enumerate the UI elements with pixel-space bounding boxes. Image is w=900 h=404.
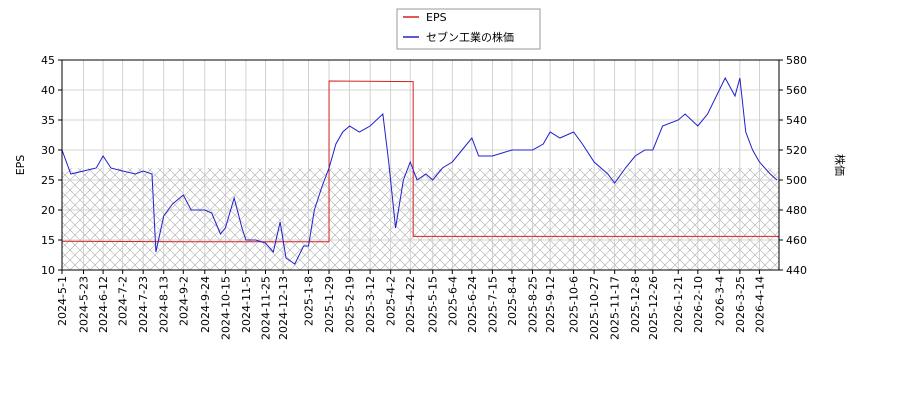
x-tick-label: 2024-11-5 xyxy=(240,276,253,333)
x-tick-label: 2026-4-14 xyxy=(753,276,766,333)
x-tick-label: 2026-3-25 xyxy=(734,276,747,333)
series-line xyxy=(61,80,779,243)
y-tick-label: 40 xyxy=(41,84,55,97)
x-tick-label: 2024-9-24 xyxy=(199,276,212,333)
y2-tick-label: 500 xyxy=(786,174,807,187)
x-tick-label: 2024-6-12 xyxy=(97,276,110,333)
x-tick-label: 2025-8-25 xyxy=(527,276,540,333)
x-tick-label: 2026-1-21 xyxy=(672,276,685,333)
x-tick-label: 2025-5-15 xyxy=(427,276,440,333)
y2-tick-label: 560 xyxy=(786,84,807,97)
x-tick-label: 2024-11-25 xyxy=(259,276,272,340)
y2-tick-label: 540 xyxy=(786,114,807,127)
x-tick-label: 2025-4-22 xyxy=(404,276,417,333)
y2-tick-label: 460 xyxy=(786,234,807,247)
x-tick-label: 2024-12-13 xyxy=(277,276,290,340)
x-tick-label: 2024-10-15 xyxy=(219,276,232,340)
x-tick-label: 2025-12-8 xyxy=(629,276,642,333)
x-tick-label: 2024-7-2 xyxy=(117,276,130,326)
legend-label: セブン工業の株価 xyxy=(426,30,514,44)
y-tick-label: 20 xyxy=(41,204,55,217)
y-tick-label: 15 xyxy=(41,234,55,247)
x-tick-label: 2025-2-19 xyxy=(344,276,357,333)
x-tick-label: 2025-10-6 xyxy=(568,276,581,333)
legend-label: EPS xyxy=(426,11,447,24)
x-tick-label: 2025-9-12 xyxy=(544,276,557,333)
legend-box xyxy=(396,8,541,50)
y-axis-label: EPS xyxy=(14,155,27,176)
x-tick-label: 2026-3-4 xyxy=(713,276,726,326)
x-tick-label: 2024-8-13 xyxy=(158,276,171,333)
y2-axis-label: 株価 xyxy=(833,154,847,176)
x-tick-label: 2025-8-4 xyxy=(506,276,519,326)
y-tick-label: 30 xyxy=(41,144,55,157)
x-tick-label: 2024-7-23 xyxy=(137,276,150,333)
x-tick-label: 2025-11-17 xyxy=(609,276,622,340)
x-tick-label: 2025-6-4 xyxy=(446,276,459,326)
x-tick-label: 2025-7-15 xyxy=(486,276,499,333)
x-tick-label: 2024-5-23 xyxy=(78,276,91,333)
x-tick-label: 2025-1-8 xyxy=(302,276,315,326)
y-tick-label: 45 xyxy=(41,54,55,67)
y2-tick-label: 440 xyxy=(786,264,807,277)
y2-tick-label: 480 xyxy=(786,204,807,217)
x-tick-label: 2026-2-10 xyxy=(692,276,705,333)
y-tick-label: 10 xyxy=(41,264,55,277)
x-tick-label: 2025-3-12 xyxy=(364,276,377,333)
y2-tick-label: 580 xyxy=(786,54,807,67)
y-tick-label: 25 xyxy=(41,174,55,187)
x-tick-label: 2025-10-27 xyxy=(588,276,601,340)
series-line xyxy=(61,76,778,265)
plot-frame xyxy=(61,59,780,271)
x-tick-label: 2025-1-29 xyxy=(323,276,336,333)
x-tick-label: 2024-5-1 xyxy=(56,276,69,326)
y-tick-label: 35 xyxy=(41,114,55,127)
x-tick-label: 2025-4-2 xyxy=(385,276,398,326)
hatched-band xyxy=(62,168,779,270)
x-tick-label: 2025-6-24 xyxy=(466,276,479,333)
x-tick-label: 2024-9-2 xyxy=(177,276,190,326)
y2-tick-label: 520 xyxy=(786,144,807,157)
x-tick-label: 2025-12-26 xyxy=(647,276,660,340)
